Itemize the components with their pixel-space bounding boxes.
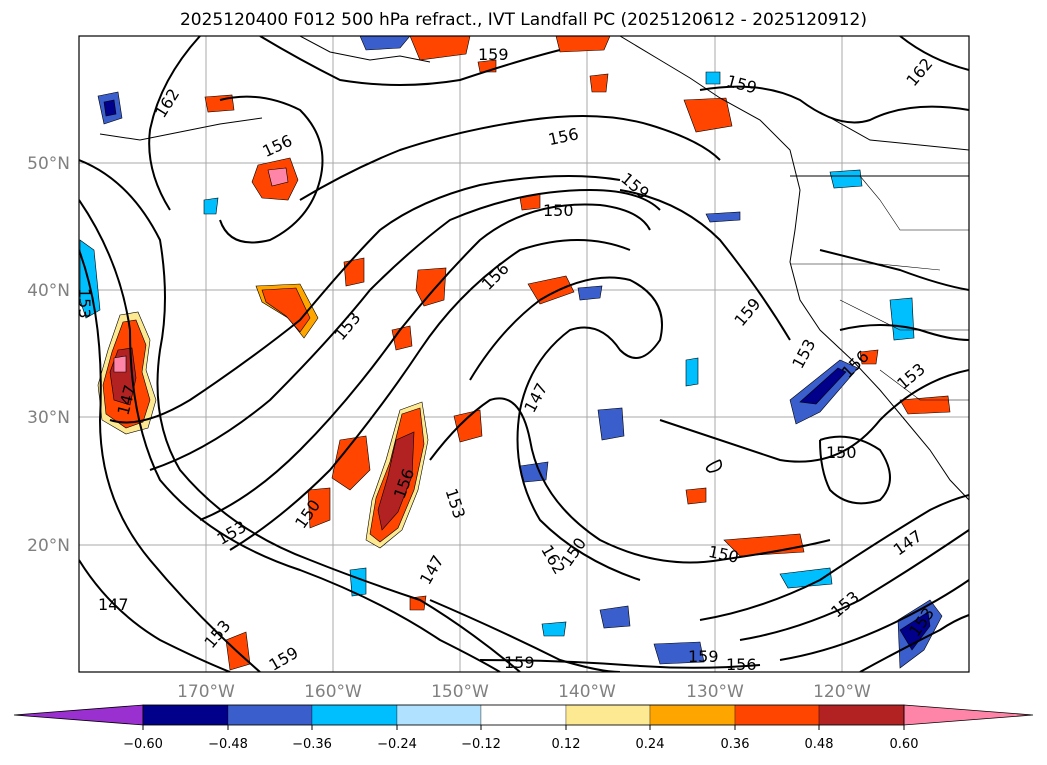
contour-label: 147 — [98, 595, 129, 614]
colorbar-tick-label: 0.36 — [721, 737, 750, 752]
contour-label: 150 — [543, 201, 574, 220]
map-frame — [78, 35, 970, 673]
latitude-labels: 50°N 40°N 30°N 20°N — [27, 154, 70, 556]
colorbar-tick-label: 0.60 — [890, 737, 919, 752]
lon-label: 150°W — [431, 682, 489, 702]
lon-label: 160°W — [304, 682, 362, 702]
lon-label: 140°W — [558, 682, 616, 702]
contour-lines — [79, 36, 969, 672]
colorbar-tick-label: 0.24 — [636, 737, 665, 752]
coastlines — [99, 36, 969, 501]
colorbar-tick-label: 0.12 — [552, 737, 581, 752]
colorbar-segment — [227, 704, 313, 726]
colorbar-segment — [480, 704, 567, 726]
lon-label: 130°W — [686, 682, 744, 702]
colorbar-tick-label: −0.36 — [292, 737, 332, 752]
contour-label: 159 — [504, 653, 535, 672]
colorbar-segment — [565, 704, 651, 726]
contour-label: 153 — [75, 288, 94, 319]
lat-label: 40°N — [27, 281, 70, 301]
lon-label: 170°W — [177, 682, 235, 702]
colorbar-tick-label: −0.48 — [208, 737, 248, 752]
map-panel — [78, 35, 970, 673]
map-title: 2025120400 F012 500 hPa refract., IVT La… — [179, 10, 867, 30]
colorbar-segment — [142, 704, 229, 726]
lat-label: 50°N — [27, 154, 70, 174]
contour-label: 159 — [688, 647, 719, 666]
lon-label: 120°W — [813, 682, 871, 702]
lat-label: 20°N — [27, 536, 70, 556]
graticule — [79, 36, 969, 672]
contour-label: 150 — [826, 443, 857, 462]
colorbar-segment — [818, 704, 905, 726]
colorbar-high-extend — [903, 704, 1034, 726]
colorbar-tick-label: −0.24 — [377, 737, 417, 752]
colorbar-segment — [396, 704, 482, 726]
colorbar-segment — [649, 704, 736, 726]
colorbar-segment — [311, 704, 398, 726]
colorbar-tick-label: −0.12 — [461, 737, 501, 752]
colorbar-segment — [734, 704, 820, 726]
lat-label: 30°N — [27, 408, 70, 428]
contour-label: 159 — [478, 45, 509, 64]
colorbar-low-extend — [13, 704, 144, 726]
refractivity-fill — [79, 36, 951, 671]
colorbar-tick-label: 0.48 — [805, 737, 834, 752]
colorbar: −0.60 −0.48 −0.36 −0.24 −0.12 0.12 0.24 … — [13, 704, 1034, 752]
colorbar-tick-label: −0.60 — [123, 737, 163, 752]
colorbar-ticks — [142, 725, 905, 730]
longitude-labels: 170°W 160°W 150°W 140°W 130°W 120°W — [177, 682, 871, 702]
contour-label: 156 — [726, 655, 757, 674]
